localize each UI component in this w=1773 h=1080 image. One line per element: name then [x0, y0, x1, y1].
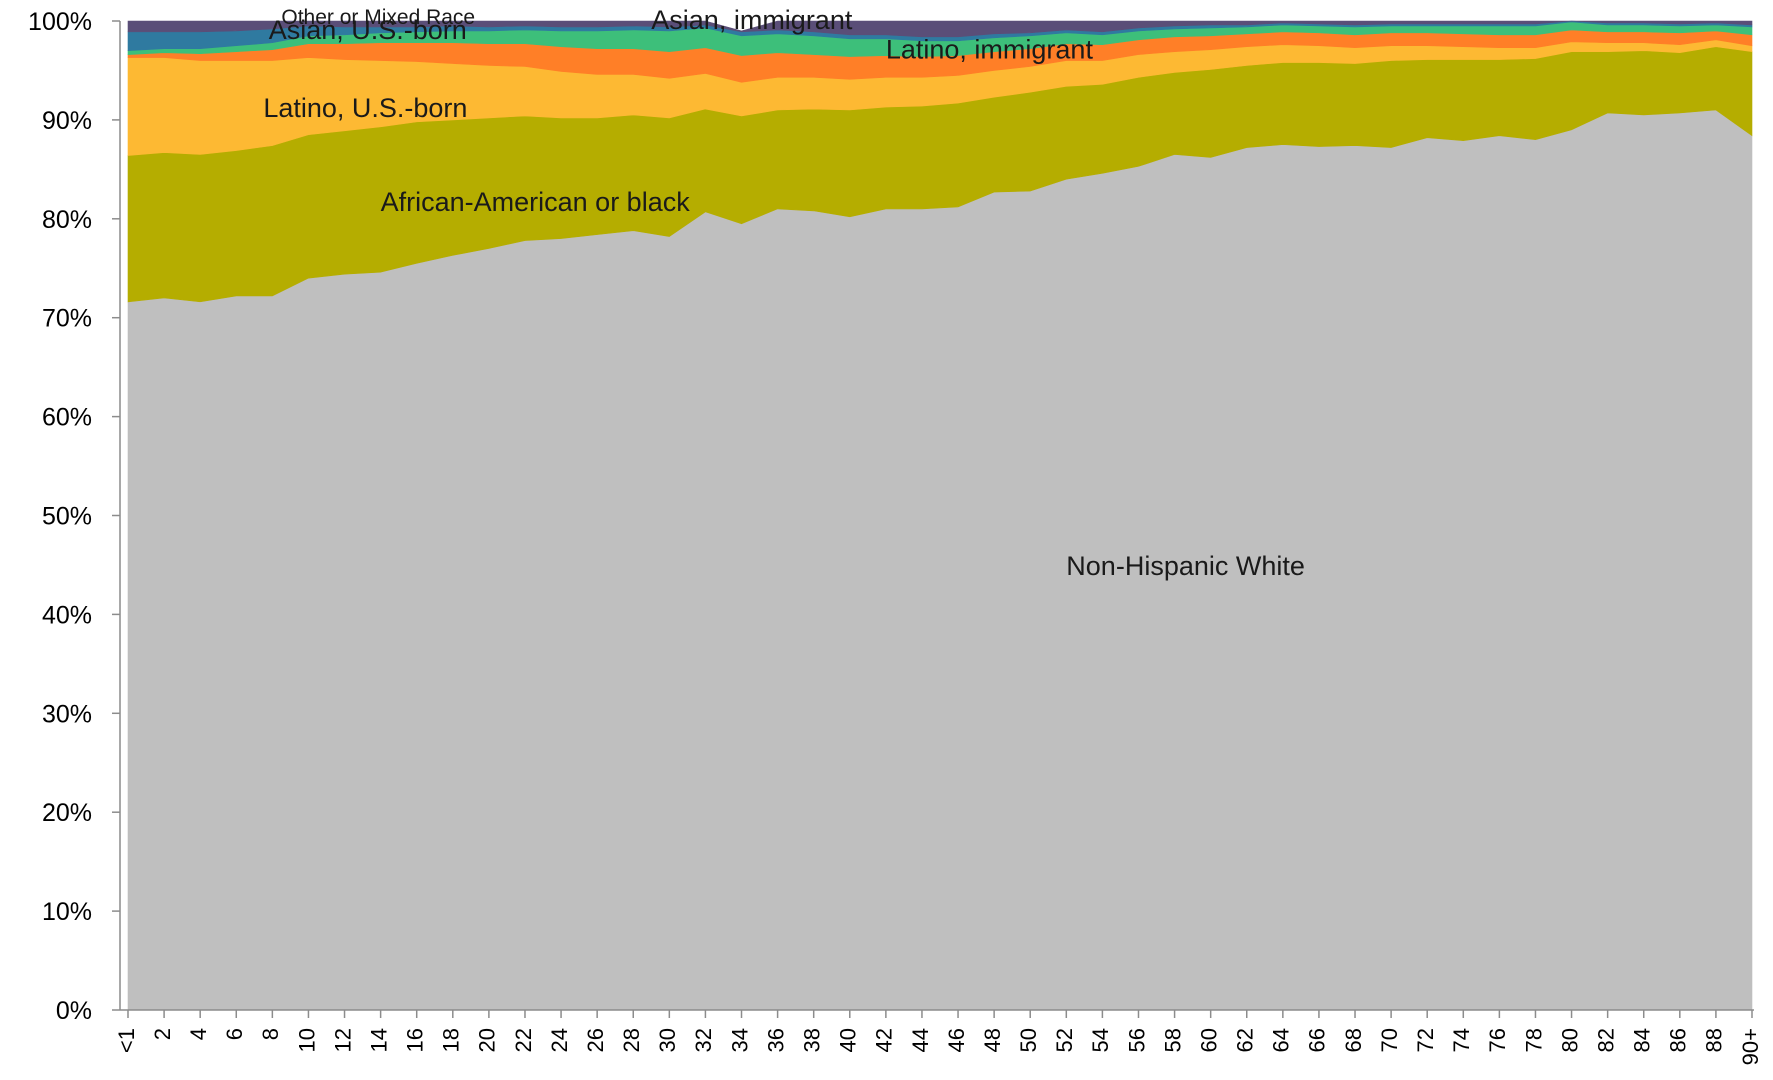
y-tick-label: 90%	[42, 107, 92, 135]
x-tick-label: 66	[1305, 1028, 1330, 1052]
x-tick-label: 74	[1449, 1028, 1474, 1052]
y-tick-label: 80%	[42, 206, 92, 234]
x-tick-label: 70	[1377, 1028, 1402, 1052]
x-tick-label: 12	[330, 1028, 355, 1052]
series-label-african-american-or-black: African-American or black	[381, 187, 691, 217]
x-tick-label: 42	[872, 1028, 897, 1052]
x-tick-label: 32	[691, 1028, 716, 1052]
series-label-non-hispanic-white: Non-Hispanic White	[1066, 551, 1305, 581]
axes-layer: 0%10%20%30%40%50%60%70%80%90%100%<1 2 4 6 8 1…	[28, 8, 1763, 1065]
x-tick-label: 52	[1052, 1028, 1077, 1052]
x-tick-label: 50	[1016, 1028, 1041, 1052]
x-tick-label: 68	[1341, 1028, 1366, 1052]
x-tick-label: 56	[1124, 1028, 1149, 1052]
x-tick-label: 36	[763, 1028, 788, 1052]
y-tick-label: 70%	[42, 305, 92, 333]
x-tick-label: 82	[1593, 1028, 1618, 1052]
x-tick-label: 62	[1233, 1028, 1258, 1052]
x-tick-label: 20	[475, 1028, 500, 1052]
x-tick-label: 48	[980, 1028, 1005, 1052]
x-tick-label: 18	[439, 1028, 464, 1052]
x-tick-label: 38	[800, 1028, 825, 1052]
x-tick-label: 6	[222, 1028, 247, 1040]
series-label-latino-u-s-born: Latino, U.S.-born	[263, 93, 467, 123]
x-tick-label: <1	[114, 1028, 139, 1053]
x-tick-label: 44	[908, 1028, 933, 1052]
y-tick-label: 60%	[42, 404, 92, 432]
x-tick-label: 80	[1557, 1028, 1582, 1052]
x-tick-label: 76	[1485, 1028, 1510, 1052]
series-label-other-or-mixed-race: Other or Mixed Race	[281, 6, 475, 29]
series-label-asian-immigrant: Asian, immigrant	[651, 5, 853, 35]
series-labels-layer: Non-Hispanic White African-American or bl…	[263, 5, 1305, 581]
x-tick-label: 88	[1702, 1028, 1727, 1052]
x-tick-label: 22	[511, 1028, 536, 1052]
x-tick-label: 46	[944, 1028, 969, 1052]
x-tick-label: 28	[619, 1028, 644, 1052]
x-tick-label: 34	[727, 1028, 752, 1052]
x-tick-label: 78	[1521, 1028, 1546, 1052]
x-tick-label: 90+	[1738, 1028, 1763, 1065]
series-label-asian-u-s-born: Asian, U.S.-born	[269, 15, 467, 45]
x-tick-label: 30	[655, 1028, 680, 1052]
y-tick-label: 50%	[42, 503, 92, 531]
x-tick-label: 58	[1160, 1028, 1185, 1052]
x-tick-label: 4	[186, 1028, 211, 1040]
x-tick-label: 54	[1088, 1028, 1113, 1052]
x-tick-label: 8	[258, 1028, 283, 1040]
x-tick-label: 26	[583, 1028, 608, 1052]
series-label-latino-immigrant: Latino, immigrant	[886, 35, 1094, 65]
y-tick-label: 40%	[42, 601, 92, 629]
x-tick-label: 2	[150, 1028, 175, 1040]
area-other-or-mixed-race	[127, 20, 1753, 38]
x-tick-label: 60	[1196, 1028, 1221, 1052]
y-tick-label: 100%	[28, 8, 92, 36]
y-tick-label: 10%	[42, 898, 92, 926]
x-tick-label: 24	[547, 1028, 572, 1052]
x-tick-label: 14	[366, 1028, 391, 1052]
x-tick-label: 84	[1630, 1028, 1655, 1052]
y-tick-label: 30%	[42, 700, 92, 728]
x-tick-label: 64	[1269, 1028, 1294, 1052]
x-tick-label: 10	[294, 1028, 319, 1052]
x-tick-label: 16	[403, 1028, 428, 1052]
y-tick-label: 20%	[42, 799, 92, 827]
x-tick-label: 40	[836, 1028, 861, 1052]
x-tick-label: 86	[1666, 1028, 1691, 1052]
y-tick-label: 0%	[56, 997, 92, 1025]
areas-layer	[127, 20, 1753, 1011]
x-tick-label: 72	[1413, 1028, 1438, 1052]
